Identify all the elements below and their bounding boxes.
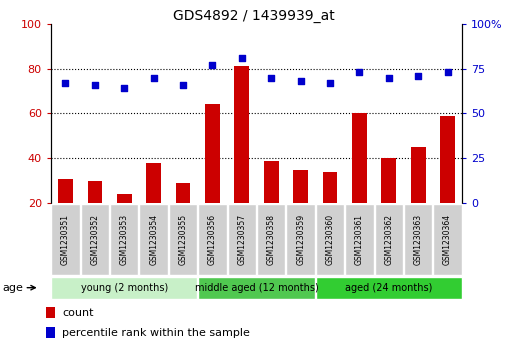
Point xyxy=(267,74,275,80)
Point xyxy=(91,82,99,87)
Bar xyxy=(440,116,455,203)
Point xyxy=(238,55,246,61)
Text: GSM1230353: GSM1230353 xyxy=(120,214,129,265)
Text: GSM1230351: GSM1230351 xyxy=(61,214,70,265)
Bar xyxy=(205,105,220,203)
Text: GDS4892 / 1439939_at: GDS4892 / 1439939_at xyxy=(173,9,335,23)
Text: GSM1230356: GSM1230356 xyxy=(208,214,217,265)
Text: GSM1230358: GSM1230358 xyxy=(267,214,276,265)
Bar xyxy=(146,163,161,203)
Text: count: count xyxy=(62,307,94,318)
Bar xyxy=(382,158,396,203)
Text: GSM1230360: GSM1230360 xyxy=(326,214,335,265)
Text: GSM1230355: GSM1230355 xyxy=(178,214,187,265)
Point xyxy=(120,85,129,91)
Bar xyxy=(235,66,249,203)
Point xyxy=(149,74,157,80)
Bar xyxy=(323,172,337,203)
Point xyxy=(385,74,393,80)
Bar xyxy=(264,160,278,203)
Bar xyxy=(411,147,426,203)
Point xyxy=(414,73,422,79)
Text: GSM1230363: GSM1230363 xyxy=(414,214,423,265)
Text: age: age xyxy=(3,283,23,293)
Bar xyxy=(58,179,73,203)
Bar xyxy=(117,194,132,203)
Text: percentile rank within the sample: percentile rank within the sample xyxy=(62,327,250,338)
Text: GSM1230364: GSM1230364 xyxy=(443,214,452,265)
Text: GSM1230354: GSM1230354 xyxy=(149,214,158,265)
Bar xyxy=(176,183,190,203)
Point xyxy=(326,80,334,86)
Bar xyxy=(87,181,102,203)
Text: GSM1230352: GSM1230352 xyxy=(90,214,100,265)
Text: aged (24 months): aged (24 months) xyxy=(345,283,432,293)
Text: GSM1230362: GSM1230362 xyxy=(384,214,393,265)
Point xyxy=(355,69,363,75)
Text: GSM1230361: GSM1230361 xyxy=(355,214,364,265)
Point xyxy=(297,78,305,84)
Point xyxy=(443,69,452,75)
Point xyxy=(179,82,187,87)
Bar xyxy=(352,113,367,203)
Point xyxy=(208,62,216,68)
Text: young (2 months): young (2 months) xyxy=(81,283,168,293)
Bar xyxy=(293,170,308,203)
Text: middle aged (12 months): middle aged (12 months) xyxy=(195,283,319,293)
Text: GSM1230359: GSM1230359 xyxy=(296,214,305,265)
Text: GSM1230357: GSM1230357 xyxy=(237,214,246,265)
Point xyxy=(61,80,70,86)
